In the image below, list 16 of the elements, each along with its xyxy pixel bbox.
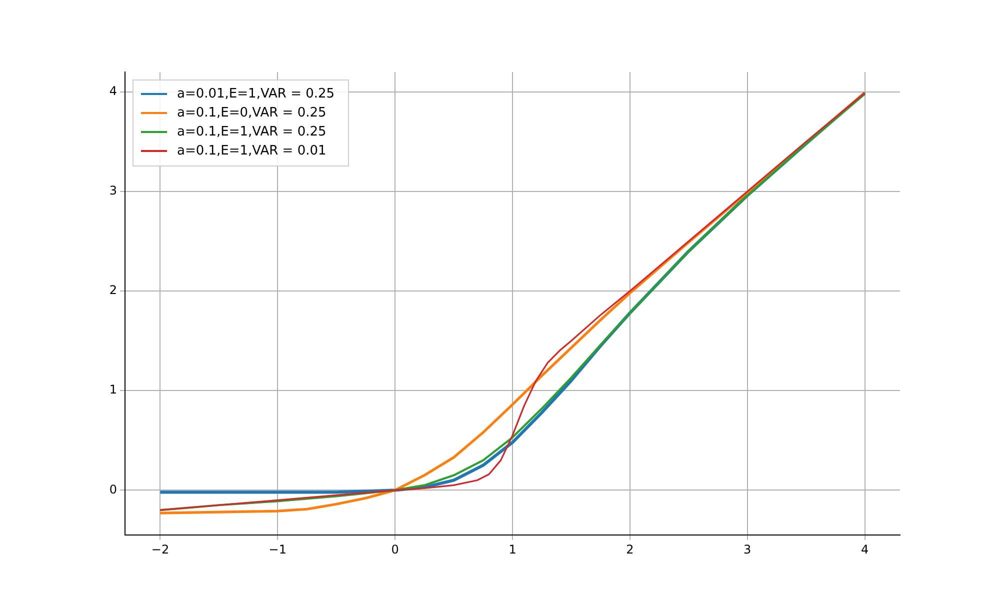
x-tick-label: 4 (860, 542, 869, 556)
x-tick-label: 0 (391, 542, 399, 556)
x-tick-label: 2 (626, 542, 634, 556)
x-tick-label: 3 (744, 542, 752, 556)
x-tick-label: 1 (508, 542, 516, 556)
legend-label: a=0.1,E=1,VAR = 0.25 (177, 124, 326, 140)
y-tick-label: 3 (109, 184, 117, 198)
legend-label: a=0.1,E=1,VAR = 0.01 (177, 143, 326, 158)
x-tick-label: −2 (151, 542, 170, 556)
y-tick-label: 2 (109, 283, 117, 298)
y-tick-label: 1 (109, 382, 117, 397)
legend-label: a=0.1,E=0,VAR = 0.25 (177, 105, 326, 120)
y-tick-label: 0 (109, 482, 117, 496)
y-tick-label: 4 (109, 84, 117, 98)
x-tick-label: −1 (268, 542, 287, 556)
legend-label: a=0.01,E=1,VAR = 0.25 (177, 86, 335, 102)
